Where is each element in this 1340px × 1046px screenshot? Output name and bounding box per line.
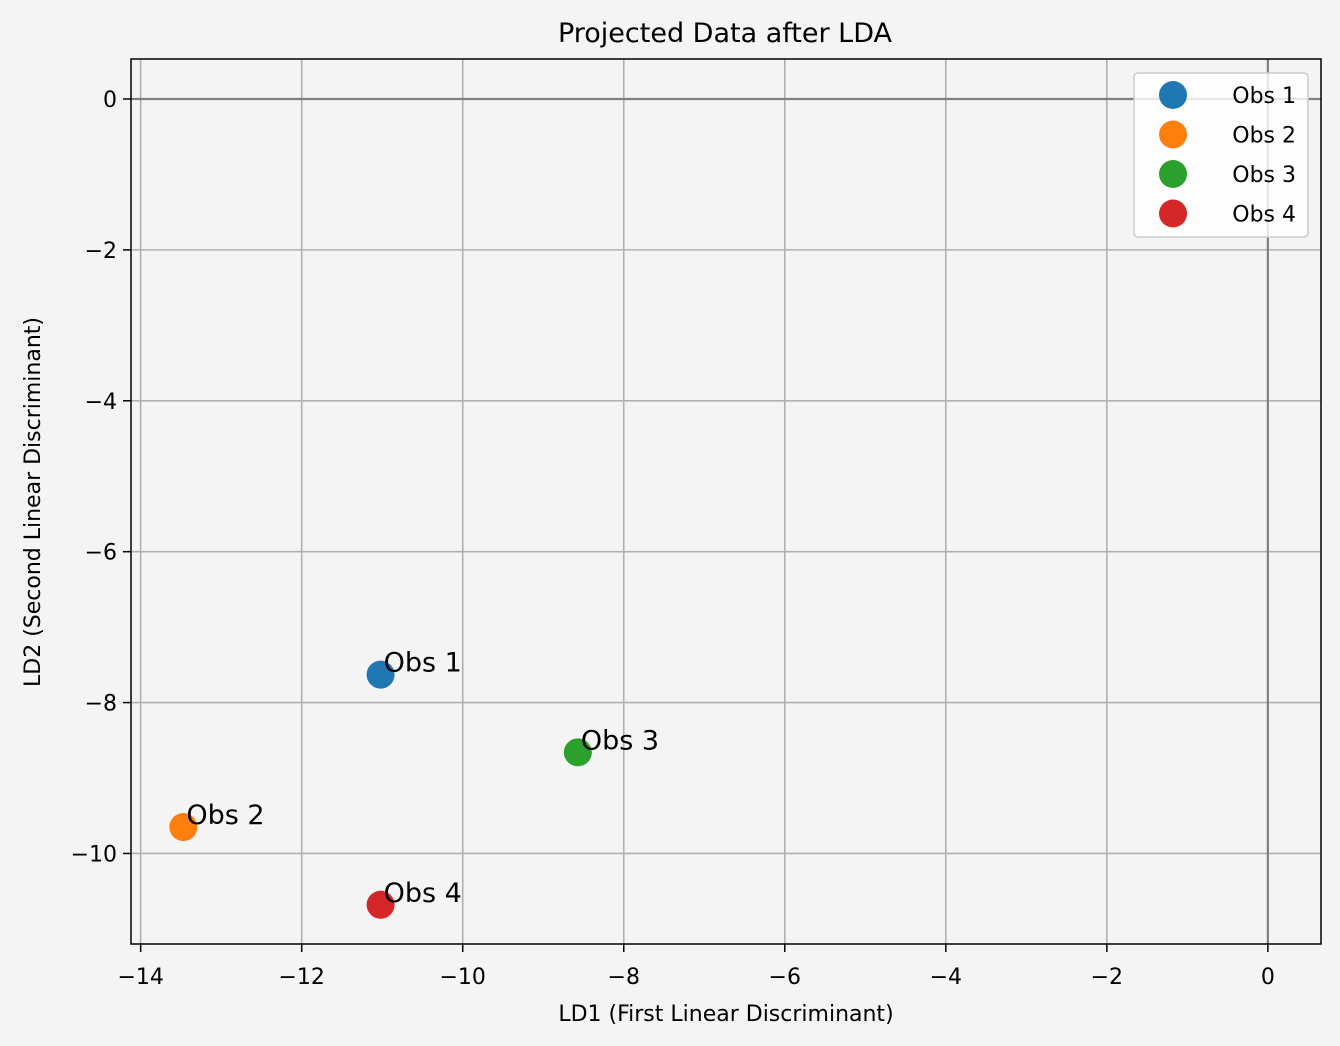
legend-marker	[1159, 81, 1187, 109]
y-tick-label: −4	[85, 390, 117, 415]
legend-marker	[1159, 160, 1187, 188]
y-tick-label: 0	[103, 88, 117, 113]
x-tick-label: −6	[769, 965, 801, 990]
y-tick-label: −8	[85, 692, 117, 717]
y-tick-label: −2	[85, 239, 117, 264]
x-tick-label: −12	[278, 965, 324, 990]
chart-title: Projected Data after LDA	[558, 18, 893, 49]
x-tick-label: −8	[608, 965, 640, 990]
legend-label: Obs 1	[1232, 84, 1296, 109]
x-tick-label: −2	[1091, 965, 1123, 990]
data-point	[169, 813, 198, 842]
plot-frame	[130, 58, 1322, 945]
point-label: Obs 2	[186, 800, 264, 831]
x-tick-label: 0	[1261, 965, 1275, 990]
legend-marker	[1159, 199, 1187, 228]
legend-label: Obs 3	[1232, 163, 1296, 188]
y-tick-label: −10	[71, 842, 117, 867]
y-axis-label: LD2 (Second Linear Discriminant)	[21, 317, 46, 687]
y-tick-label: −6	[85, 541, 117, 566]
data-point	[366, 660, 395, 689]
x-axis-label: LD1 (First Linear Discriminant)	[558, 1002, 893, 1027]
point-label: Obs 4	[384, 878, 462, 909]
point-label: Obs 1	[384, 648, 462, 679]
legend-box	[1133, 72, 1309, 238]
data-point	[563, 738, 592, 767]
point-label: Obs 3	[581, 725, 659, 756]
data-point	[366, 890, 395, 919]
x-tick-label: −10	[439, 965, 485, 990]
axis-ticks: −14 −12 −10 −8 −6 −4 −2 0 0 −2 −4 −6 −8 −10	[71, 88, 1275, 990]
x-tick-label: −14	[117, 965, 163, 990]
legend-label: Obs 4	[1232, 203, 1296, 228]
legend: Obs 1 Obs 2 Obs 3 Obs 4	[1133, 72, 1309, 238]
legend-marker	[1159, 120, 1187, 149]
legend-label: Obs 2	[1232, 124, 1296, 149]
x-tick-label: −4	[930, 965, 962, 990]
data-points: Obs 1 Obs 2 Obs 3 Obs 4	[169, 648, 659, 919]
